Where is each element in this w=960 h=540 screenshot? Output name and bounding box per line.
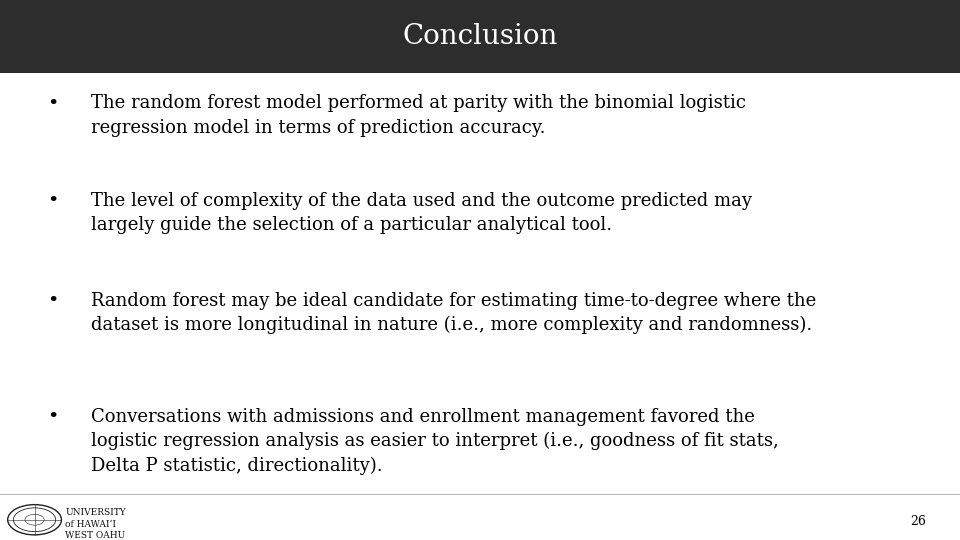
Text: •: • bbox=[47, 94, 59, 112]
Text: The random forest model performed at parity with the binomial logistic
regressio: The random forest model performed at par… bbox=[91, 94, 746, 137]
Text: UNIVERSITY
of HAWAIʻI
WEST OAHU: UNIVERSITY of HAWAIʻI WEST OAHU bbox=[65, 508, 126, 540]
Text: Conclusion: Conclusion bbox=[402, 23, 558, 50]
Text: •: • bbox=[47, 192, 59, 210]
Text: •: • bbox=[47, 408, 59, 426]
Text: Conversations with admissions and enrollment management favored the
logistic reg: Conversations with admissions and enroll… bbox=[91, 408, 779, 475]
Text: 26: 26 bbox=[910, 515, 926, 528]
Text: Random forest may be ideal candidate for estimating time-to-degree where the
dat: Random forest may be ideal candidate for… bbox=[91, 292, 816, 334]
Text: •: • bbox=[47, 292, 59, 309]
Text: The level of complexity of the data used and the outcome predicted may
largely g: The level of complexity of the data used… bbox=[91, 192, 753, 234]
FancyBboxPatch shape bbox=[0, 0, 960, 73]
